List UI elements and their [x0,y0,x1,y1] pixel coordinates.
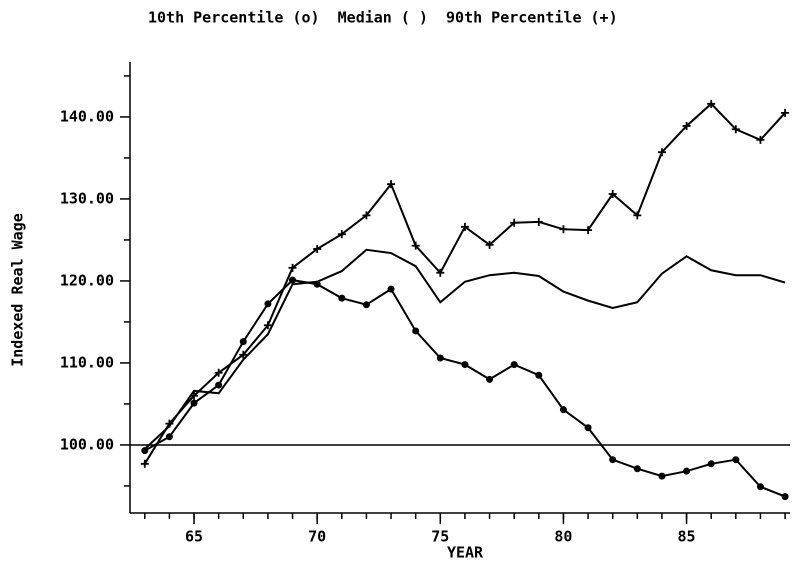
marker-plus [140,459,149,468]
marker-plus [190,391,199,400]
y-axis-label: Indexed Real Wage [9,213,27,367]
marker-circle [215,381,223,389]
marker-plus [682,121,691,130]
marker-plus [633,211,642,220]
marker-circle [264,300,272,308]
y-tick-label: 100.00 [60,435,114,453]
marker-circle [683,467,691,475]
marker-plus [263,321,272,330]
marker-circle [510,361,518,369]
marker-plus [559,225,568,234]
marker-plus [239,350,248,359]
marker-circle [535,371,543,379]
marker-plus [313,244,322,253]
marker-plus [731,125,740,134]
x-tick-label: 85 [678,528,696,546]
marker-circle [289,276,297,284]
marker-plus [657,148,666,157]
series-line [143,102,786,465]
marker-circle [486,375,494,383]
marker-plus [288,263,297,272]
marker-circle [362,301,370,309]
marker-plus [756,135,765,144]
marker-plus [584,226,593,235]
marker-plus [485,240,494,249]
marker-plus [460,222,469,231]
y-tick-label: 120.00 [60,271,114,289]
x-tick-label: 65 [185,528,203,546]
chart-title: 10th Percentile (o) Median ( ) 90th Perc… [148,9,618,27]
marker-plus [608,190,617,199]
series-line [144,279,786,498]
marker-plus [781,108,790,117]
marker-circle [387,285,395,293]
marker-circle [165,433,173,441]
marker-circle [781,493,789,501]
marker-circle [609,456,617,464]
marker-circle [756,483,764,491]
marker-plus [436,268,445,277]
marker-plus [387,180,396,189]
x-axis-label: YEAR [447,544,484,562]
marker-plus [534,217,543,226]
marker-plus [510,218,519,227]
series-line [144,248,786,450]
marker-circle [584,424,592,432]
marker-circle [461,361,469,369]
marker-circle [239,338,247,346]
marker-plus [362,211,371,220]
marker-circle [436,354,444,362]
marker-circle [559,406,567,414]
marker-circle [412,327,420,335]
marker-plus [165,419,174,428]
marker-circle [141,447,149,455]
marker-plus [214,368,223,377]
marker-circle [707,460,715,468]
marker-circle [190,399,198,407]
marker-circle [338,294,346,302]
marker-plus [337,230,346,239]
marker-plus [707,99,716,108]
marker-circle [658,472,666,480]
y-tick-label: 140.00 [60,107,114,125]
x-tick-label: 70 [308,528,326,546]
y-tick-label: 110.00 [60,353,114,371]
marker-circle [633,465,641,473]
x-tick-label: 80 [554,528,572,546]
y-tick-label: 130.00 [60,189,114,207]
marker-circle [732,456,740,464]
marker-plus [411,241,420,250]
x-tick-label: 75 [431,528,449,546]
